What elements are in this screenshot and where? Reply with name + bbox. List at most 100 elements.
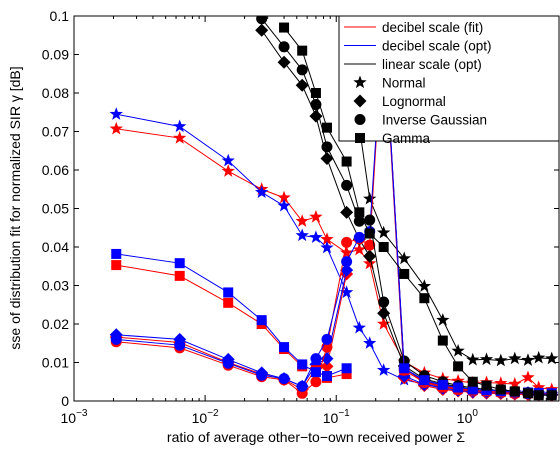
data-point (109, 121, 123, 135)
data-point (436, 313, 450, 326)
legend-label: decibel scale (fit) (382, 20, 483, 35)
data-point (533, 390, 544, 401)
y-tick-label: 0.09 (42, 47, 69, 63)
data-point (296, 64, 308, 76)
data-point (110, 333, 122, 345)
data-point (377, 363, 391, 376)
legend-label: Lognormal (382, 94, 446, 109)
data-point (321, 141, 333, 153)
series-11 (279, 22, 557, 401)
legend-entry: Lognormal (353, 94, 446, 109)
data-point (321, 370, 332, 381)
data-point (363, 191, 377, 205)
data-point (279, 342, 290, 353)
y-tick-label: 0.1 (50, 8, 70, 24)
data-point (508, 351, 522, 365)
data-point (174, 339, 186, 351)
data-point (509, 386, 520, 397)
data-point (340, 205, 354, 219)
data-point (295, 214, 309, 227)
data-point (109, 107, 123, 120)
data-point (111, 260, 122, 271)
data-point (310, 367, 321, 378)
data-point (417, 279, 432, 292)
y-tick-label: 0.02 (42, 316, 69, 332)
data-point (341, 363, 352, 374)
legend-marker-swatch (353, 75, 367, 89)
data-point (363, 336, 377, 349)
data-point (399, 268, 410, 279)
y-tick-label: 0.05 (42, 201, 69, 217)
data-point (363, 249, 377, 263)
legend-entry: Inverse Gaussian (354, 113, 487, 128)
data-point (320, 240, 334, 254)
data-point (277, 190, 291, 204)
data-point (256, 315, 267, 326)
data-point (437, 335, 448, 346)
data-point (364, 214, 376, 226)
legend-marker-swatch (354, 114, 366, 125)
data-point (363, 256, 377, 270)
data-point (353, 231, 365, 243)
y-tick-label: 0.06 (42, 162, 69, 178)
data-point (521, 370, 535, 384)
legend-entry: decibel scale (opt) (344, 39, 492, 54)
legend-label: linear scale (opt) (382, 57, 482, 72)
data-point (467, 384, 478, 395)
x-tick-label: 10−3 (61, 408, 88, 426)
y-tick-label: 0.04 (42, 239, 69, 255)
y-tick-label: 0.01 (42, 355, 69, 371)
legend-label: Inverse Gaussian (382, 113, 487, 128)
data-point (309, 230, 323, 244)
data-point (495, 384, 506, 395)
data-point (223, 297, 234, 308)
data-point (310, 88, 321, 98)
data-point (296, 380, 308, 392)
y-axis-label: sse of distribution fit for normalized S… (7, 66, 23, 349)
data-point (320, 359, 334, 373)
data-point (352, 242, 366, 256)
legend: decibel scale (fit) decibel scale (opt) li… (338, 15, 560, 146)
data-point (437, 379, 448, 390)
data-point (111, 248, 122, 259)
data-point (532, 350, 546, 364)
data-point (378, 296, 390, 308)
data-point (466, 352, 480, 366)
data-point (419, 375, 430, 386)
legend-label: decibel scale (opt) (382, 39, 492, 54)
y-tick-label: 0.08 (42, 85, 69, 101)
data-point (278, 41, 290, 53)
legend-entry: Gamma (355, 131, 431, 146)
data-point (378, 242, 389, 252)
x-tick-label: 10−2 (192, 408, 219, 426)
data-point (320, 352, 334, 366)
data-point (295, 228, 309, 242)
data-point (546, 390, 557, 401)
axes-layer: 0 0.01 0.02 0.03 0.04 0.05 0.06 0.07 0.08 0.09 0.1… (42, 8, 560, 426)
data-point (341, 156, 352, 167)
x-tick-label: 10−1 (323, 408, 350, 426)
data-point (320, 232, 334, 245)
data-point (221, 164, 235, 177)
data-point (173, 119, 187, 133)
data-point (339, 245, 354, 259)
data-point (453, 382, 464, 393)
data-point (341, 179, 353, 191)
data-point (419, 293, 430, 304)
legend-entry: linear scale (opt) (344, 57, 482, 72)
data-point (451, 343, 465, 357)
data-point (222, 357, 234, 369)
data-point (494, 376, 508, 389)
legend-label: Gamma (382, 131, 431, 146)
data-point (479, 352, 494, 366)
data-point (256, 16, 268, 25)
data-point (494, 353, 508, 367)
data-point (377, 225, 391, 239)
data-point (310, 376, 322, 388)
data-point (277, 198, 291, 212)
legend-label: Normal (382, 76, 426, 91)
data-point (341, 369, 352, 380)
data-point (295, 78, 309, 92)
data-point (321, 333, 333, 345)
